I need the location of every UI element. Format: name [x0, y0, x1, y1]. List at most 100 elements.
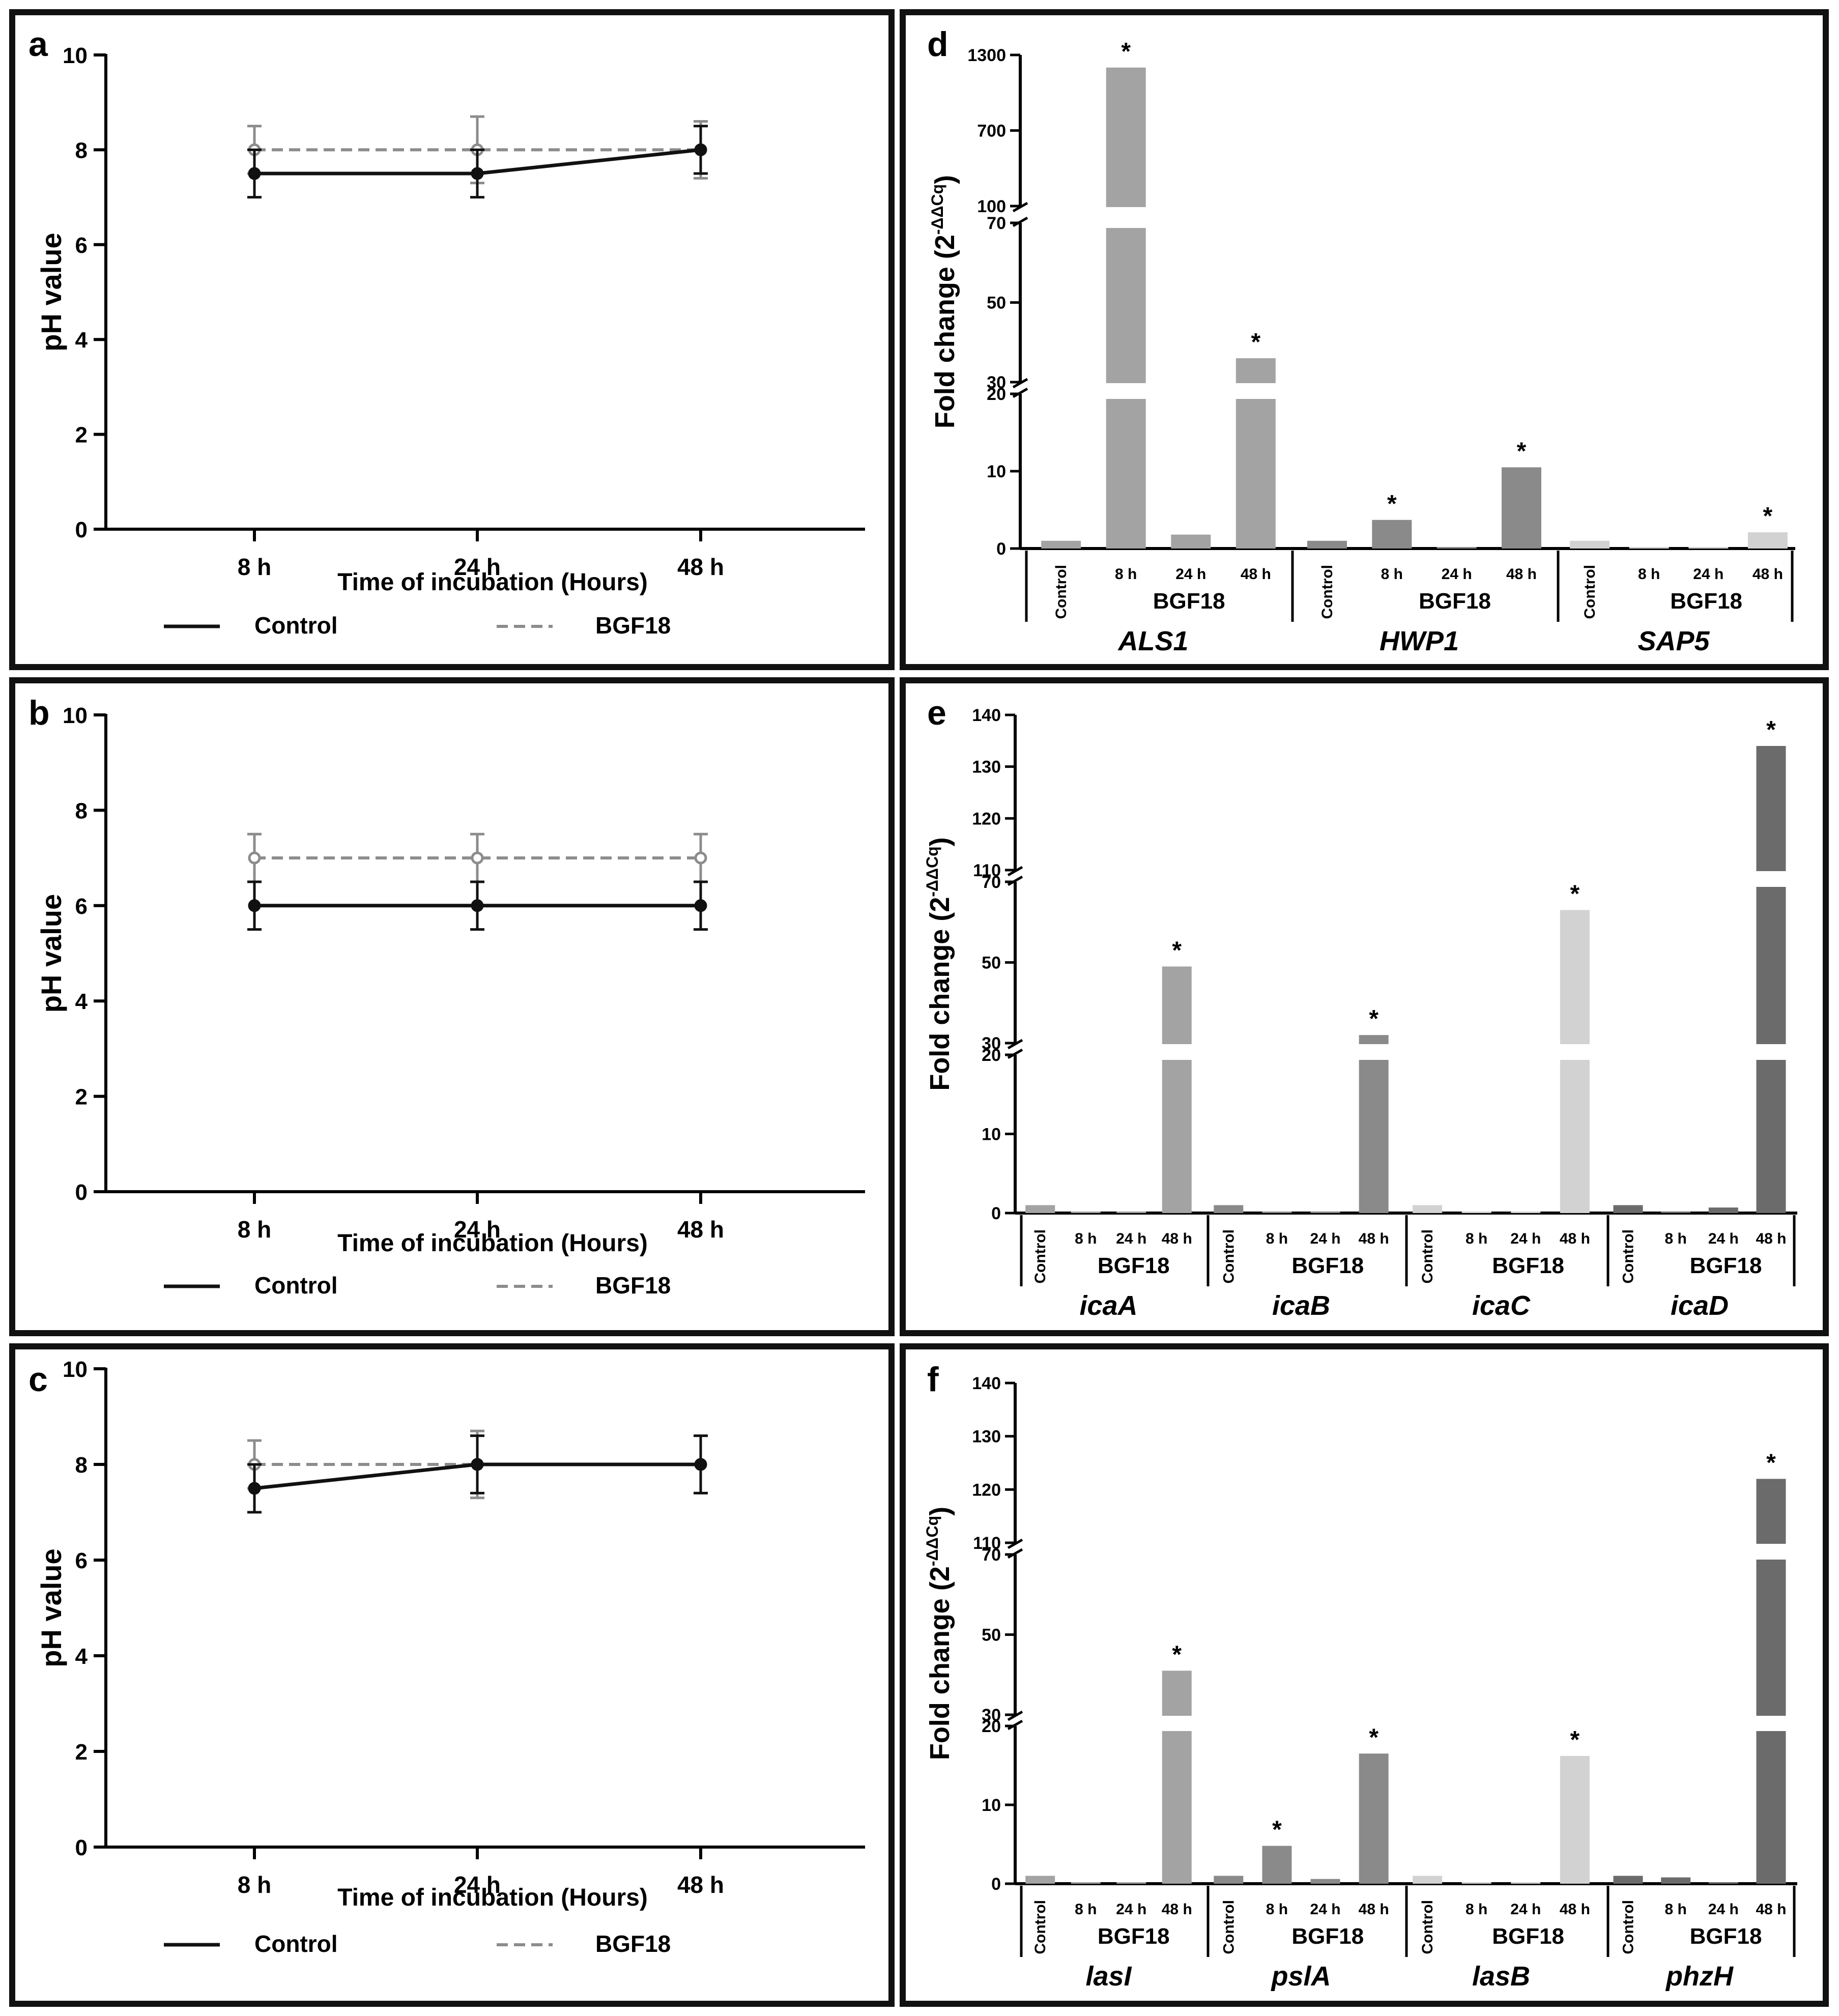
y-axis-label: pH value [35, 894, 67, 1013]
treatment-label: BGF18 [1690, 1924, 1762, 1949]
bar-label-control: Control [1032, 1229, 1049, 1284]
bar [1359, 1753, 1389, 1884]
legend-bgf18-label: BGF18 [595, 1272, 671, 1299]
y-tick-label: 10 [63, 1357, 88, 1382]
bar [1413, 1876, 1443, 1884]
bgf18-point [471, 851, 484, 865]
control-point [248, 1482, 261, 1495]
bar-label-control: Control [1419, 1229, 1436, 1284]
x-axis-label: Time of incubation (Hours) [337, 1230, 648, 1257]
y-tick-label: 6 [75, 1548, 88, 1573]
gene-label: phzH [1665, 1961, 1734, 1992]
y-axis-label-sup: -ΔΔCq [923, 1516, 941, 1566]
y-tick-label: 0 [996, 539, 1006, 559]
y-tick-label: 130 [972, 1427, 1001, 1447]
panel-letter: c [28, 1360, 48, 1399]
gene-label: icaB [1272, 1290, 1330, 1321]
y-tick-label: 30 [982, 1706, 1001, 1725]
y-tick-label: 30 [982, 1034, 1001, 1053]
bar-label: 24 h [1442, 566, 1472, 583]
bar [1436, 547, 1477, 549]
y-tick-label: 6 [75, 233, 88, 258]
significance-marker: * [1251, 329, 1260, 356]
significance-marker: * [1763, 503, 1773, 530]
bar [1747, 532, 1788, 549]
y-axis-label-main: Fold change (2 [925, 1566, 955, 1760]
gene-label: icaC [1472, 1290, 1531, 1321]
control-point [471, 1458, 484, 1471]
panel-letter: a [28, 25, 48, 64]
panel-c-frame [9, 1343, 895, 2007]
bar [1310, 1211, 1340, 1213]
bar [1310, 1879, 1340, 1884]
y-tick-label: 70 [982, 873, 1001, 892]
treatment-label: BGF18 [1492, 1924, 1564, 1949]
panel-c: c 0 2 4 6 8 10 8 h 24 h 48 h Time of incubation (H… [9, 1343, 895, 2007]
axis-break-mark [1012, 216, 1028, 227]
bar-label: 48 h [1756, 1901, 1786, 1918]
bar [1359, 1035, 1389, 1213]
y-tick-label: 20 [982, 1717, 1001, 1736]
x-axis-label: Time of incubation (Hours) [337, 1884, 648, 1911]
control-point [694, 899, 707, 912]
bar-label: 8 h [1664, 1901, 1686, 1918]
bar [1041, 540, 1081, 549]
bar-label: 48 h [1752, 566, 1783, 583]
y-tick-label: 70 [987, 214, 1006, 233]
y-axis-label-sup: -ΔΔCq [923, 846, 941, 897]
y-tick-label: 70 [982, 1545, 1001, 1565]
y-tick-label: 20 [982, 1046, 1001, 1065]
significance-marker: * [1570, 880, 1580, 907]
bar [1071, 1882, 1101, 1884]
bar [1116, 1211, 1146, 1213]
y-tick-label: 10 [982, 1796, 1001, 1815]
bar [1071, 1212, 1101, 1213]
x-axis-label: Time of incubation (Hours) [337, 569, 648, 596]
bar-label: 24 h [1116, 1230, 1146, 1247]
control-point [248, 167, 261, 180]
panel-letter: d [927, 25, 949, 64]
y-tick-label: 2 [75, 1740, 88, 1765]
significance-marker: * [1570, 1726, 1580, 1753]
gene-group-icaD: Control 8 h 24 h * 48 h BGF18 icaD [1606, 716, 1796, 1321]
bar-label-control: Control [1620, 1229, 1637, 1284]
axis-break-mark [1007, 1048, 1023, 1059]
x-tick-label: 24 h [454, 1216, 501, 1243]
x-tick-label: 8 h [238, 1871, 271, 1898]
y-tick-label: 50 [982, 954, 1001, 973]
significance-marker: * [1766, 1449, 1776, 1476]
axis-break-mark [1012, 387, 1028, 398]
bar [1756, 746, 1786, 1213]
legend-control-label: Control [254, 1931, 338, 1957]
panel-a-frame [9, 9, 895, 670]
bar-break-gap [1234, 383, 1277, 399]
legend-bgf18-label: BGF18 [595, 1931, 671, 1957]
bar-break-gap [1105, 207, 1147, 228]
x-tick-label: 48 h [677, 554, 724, 580]
bar-label: 48 h [1162, 1901, 1192, 1918]
y-axis-label: pH value [35, 233, 67, 351]
bar [1214, 1205, 1244, 1213]
gene-group-lasB: Control 8 h 24 h * 48 h BGF18 lasB [1405, 1726, 1590, 1992]
y-tick-label: 140 [972, 706, 1001, 725]
y-tick-label: 10 [63, 43, 88, 68]
treatment-label: BGF18 [1098, 1924, 1170, 1949]
y-axis-label-end: ) [925, 837, 955, 846]
y-tick-label: 50 [982, 1626, 1001, 1645]
y-tick-label: 4 [75, 1644, 88, 1669]
bar-label-control: Control [1032, 1900, 1049, 1954]
bar-label-control: Control [1220, 1900, 1237, 1954]
significance-marker: * [1172, 937, 1182, 964]
bar-label: 8 h [1075, 1230, 1097, 1247]
significance-marker: * [1766, 716, 1776, 743]
treatment-label: BGF18 [1690, 1253, 1762, 1278]
y-tick-label: 10 [982, 1125, 1001, 1144]
legend-control-label: Control [254, 1272, 338, 1299]
y-tick-label: 0 [991, 1875, 1001, 1894]
gene-label: SAP5 [1637, 626, 1710, 656]
bar [1708, 1207, 1738, 1213]
